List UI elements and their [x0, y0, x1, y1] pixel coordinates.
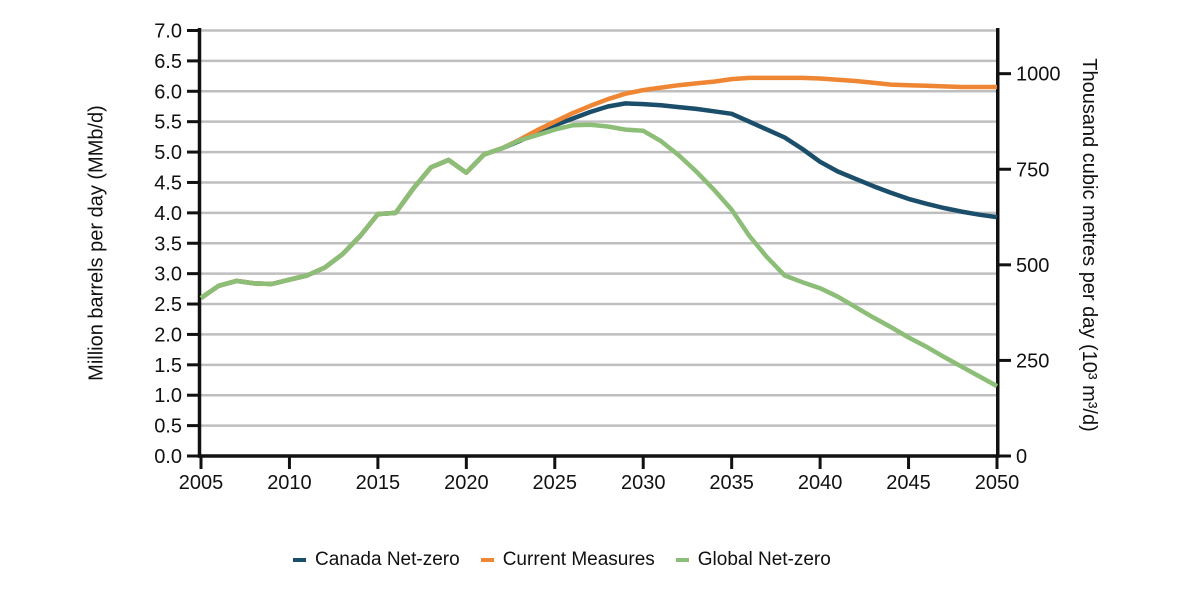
y-axis-tick-label: 3.5	[154, 233, 182, 255]
y-axis-tick-label: 0.5	[154, 416, 182, 438]
right-axis-tick-label: 0	[1016, 446, 1027, 468]
legend-item-current-measures[interactable]: Current Measures	[480, 549, 655, 571]
y-axis-tick-label: 7.0	[154, 21, 182, 43]
y-axis-tick-label: 5.0	[154, 142, 182, 164]
legend-item-global-net-zero[interactable]: Global Net-zero	[675, 549, 831, 571]
right-axis-tick-label: 750	[1016, 159, 1049, 181]
y-axis-tick-label: 1.0	[154, 385, 182, 407]
legend-label-current-measures: Current Measures	[502, 549, 655, 570]
y-axis-tick-label: 6.5	[154, 51, 182, 73]
x-axis-tick-label: 2045	[886, 472, 931, 494]
x-axis-tick-label: 2030	[621, 472, 666, 494]
right-axis-tick-label: 250	[1016, 350, 1049, 372]
x-axis-tick-label: 2020	[444, 472, 489, 494]
x-axis-tick-label: 2040	[798, 472, 843, 494]
x-axis-tick-label: 2050	[975, 472, 1020, 494]
left-axis-title: Million barrels per day (MMb/d)	[85, 105, 108, 381]
x-axis-tick-label: 2015	[356, 472, 401, 494]
x-axis-tick-label: 2035	[709, 472, 754, 494]
legend-label-canada-net-zero: Canada Net-zero	[315, 549, 460, 570]
y-axis-tick-label: 6.0	[154, 81, 182, 103]
x-axis-tick-label: 2025	[533, 472, 578, 494]
x-axis-tick-label: 2005	[179, 472, 224, 494]
y-axis-tick-label: 2.0	[154, 324, 182, 346]
right-axis-tick-label: 1000	[1016, 64, 1061, 86]
right-axis-title: Thousand cubic metres per day (10³ m³/d)	[1078, 58, 1100, 432]
legend-swatch-global-net-zero	[675, 558, 689, 562]
y-axis-tick-label: 4.0	[154, 203, 182, 225]
y-axis-tick-label: 1.5	[154, 355, 182, 377]
y-axis-tick-label: 4.5	[154, 172, 182, 194]
legend-swatch-canada-net-zero	[293, 558, 306, 562]
right-axis-tick-label: 500	[1016, 255, 1049, 277]
x-axis-tick-label: 2010	[267, 472, 312, 494]
legend-label-global-net-zero: Global Net-zero	[697, 549, 831, 570]
legend-item-canada-net-zero[interactable]: Canada Net-zero	[293, 549, 460, 571]
y-axis-tick-label: 2.5	[154, 294, 182, 316]
y-axis-tick-label: 5.5	[154, 112, 182, 134]
series-line-global-net-zero[interactable]	[199, 122, 999, 389]
y-axis-tick-label: 3.0	[154, 264, 182, 286]
y-axis-tick-label: 0.0	[154, 446, 182, 468]
legend-swatch-current-measures	[480, 558, 494, 562]
legend: Canada Net-zero Current Measures Global …	[293, 548, 831, 572]
